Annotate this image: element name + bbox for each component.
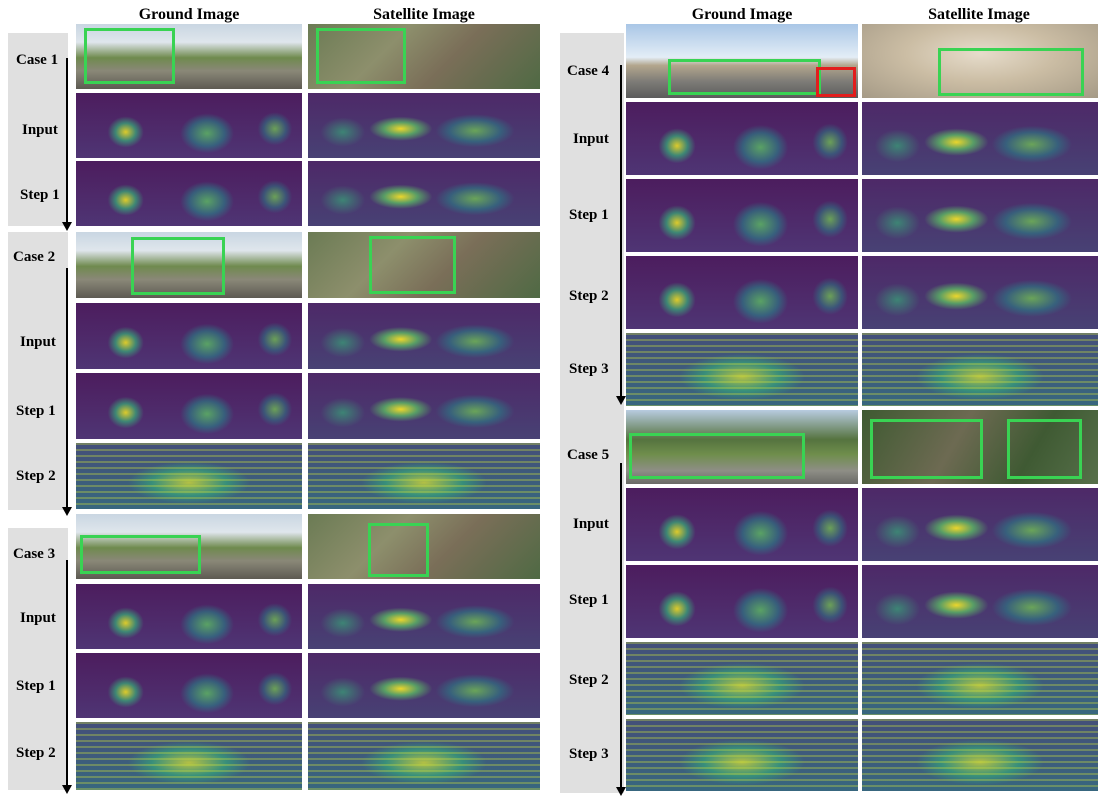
case1-arrow <box>62 58 71 231</box>
case3-step1-satellite-heatmap <box>308 653 540 718</box>
case5-satellite-highlight-box-2 <box>1007 419 1082 479</box>
case1-ground-image <box>76 24 302 89</box>
case5-satellite-image <box>862 410 1098 484</box>
case4-step3-satellite-heatmap <box>862 333 1098 406</box>
case4-step1-ground-heatmap <box>626 179 858 252</box>
case2-step1-satellite-heatmap <box>308 373 540 439</box>
case2-satellite-image <box>308 232 540 298</box>
case2-row-label-input: Input <box>20 334 56 350</box>
case4-step2-ground-heatmap <box>626 256 858 329</box>
case2-satellite-highlight-box <box>369 236 456 294</box>
case1-ground-highlight-box <box>84 28 175 84</box>
case4-satellite-image <box>862 24 1098 98</box>
case3-ground-highlight-box <box>80 535 201 574</box>
case5-arrow <box>616 463 625 796</box>
case4-row-label-input: Input <box>573 131 609 147</box>
case4-row-label-step1: Step 1 <box>569 207 609 223</box>
case4-label: Case 4 <box>567 63 610 79</box>
satellite-image-header-right: Satellite Image <box>928 6 1030 23</box>
case1-satellite-highlight-box <box>316 28 406 84</box>
case2-input-ground-heatmap <box>76 303 302 369</box>
case2-label-band <box>8 232 68 510</box>
case5-row-label-step3: Step 3 <box>569 746 609 762</box>
case5-step2-ground-heatmap <box>626 642 858 715</box>
case5-satellite-highlight-box-1 <box>870 419 983 479</box>
case4-ground-highlight-box <box>668 59 821 95</box>
case3-row-label-step1: Step 1 <box>16 678 56 694</box>
case3-satellite-highlight-box <box>368 523 429 577</box>
case3-step2-ground-heatmap <box>76 722 302 790</box>
case5-step3-ground-heatmap <box>626 719 858 791</box>
case4-satellite-highlight-box <box>938 48 1084 96</box>
case2-step2-ground-heatmap <box>76 443 302 509</box>
case4-step3-ground-heatmap <box>626 333 858 406</box>
case4-input-satellite-heatmap <box>862 102 1098 175</box>
ground-image-header-left: Ground Image <box>138 6 240 23</box>
case3-label: Case 3 <box>13 546 56 562</box>
case5-step2-satellite-heatmap <box>862 642 1098 715</box>
case1-step1-ground-heatmap <box>76 161 302 226</box>
case2-input-satellite-heatmap <box>308 303 540 369</box>
case2-row-label-step2: Step 2 <box>16 468 56 484</box>
case4-ground-image <box>626 24 858 98</box>
case4-input-ground-heatmap <box>626 102 858 175</box>
case5-ground-highlight-box <box>629 433 805 479</box>
case5-label: Case 5 <box>567 447 610 463</box>
case4-row-label-step3: Step 3 <box>569 361 609 377</box>
case5-row-label-step1: Step 1 <box>569 592 609 608</box>
case2-ground-highlight-box <box>131 237 225 295</box>
case3-row-label-step2: Step 2 <box>16 745 56 761</box>
case4-ground-highlight-box-red <box>816 67 856 97</box>
case3-arrow <box>62 560 71 794</box>
case2-label: Case 2 <box>13 249 56 265</box>
case2-step2-satellite-heatmap <box>308 443 540 509</box>
case4-step1-satellite-heatmap <box>862 179 1098 252</box>
case1-input-ground-heatmap <box>76 93 302 158</box>
case1-label-band <box>8 33 68 226</box>
case2-row-label-step1: Step 1 <box>16 403 56 419</box>
case3-label-band <box>8 528 68 790</box>
case1-row-label-input: Input <box>22 122 58 138</box>
case5-step3-satellite-heatmap <box>862 719 1098 791</box>
case3-row-label-input: Input <box>20 610 56 626</box>
satellite-image-header-left: Satellite Image <box>373 6 475 23</box>
case4-arrow <box>616 65 625 405</box>
case3-satellite-image <box>308 514 540 579</box>
case5-step1-satellite-heatmap <box>862 565 1098 638</box>
case1-label: Case 1 <box>16 52 59 68</box>
case4-step2-satellite-heatmap <box>862 256 1098 329</box>
case3-step1-ground-heatmap <box>76 653 302 718</box>
case3-step2-satellite-heatmap <box>308 722 540 790</box>
case5-input-satellite-heatmap <box>862 488 1098 561</box>
case3-input-ground-heatmap <box>76 584 302 649</box>
case1-input-satellite-heatmap <box>308 93 540 158</box>
case2-ground-image <box>76 232 302 298</box>
case1-satellite-image <box>308 24 540 89</box>
case4-5-label-band <box>560 33 624 793</box>
case2-step1-ground-heatmap <box>76 373 302 439</box>
case3-input-satellite-heatmap <box>308 584 540 649</box>
case5-input-ground-heatmap <box>626 488 858 561</box>
case1-row-label-step1: Step 1 <box>20 187 60 203</box>
case2-arrow <box>62 268 71 516</box>
ground-image-header-right: Ground Image <box>691 6 793 23</box>
case5-ground-image <box>626 410 858 484</box>
case3-ground-image <box>76 514 302 579</box>
case1-step1-satellite-heatmap <box>308 161 540 226</box>
case5-step1-ground-heatmap <box>626 565 858 638</box>
case5-row-label-step2: Step 2 <box>569 672 609 688</box>
case4-row-label-step2: Step 2 <box>569 288 609 304</box>
case5-row-label-input: Input <box>573 516 609 532</box>
